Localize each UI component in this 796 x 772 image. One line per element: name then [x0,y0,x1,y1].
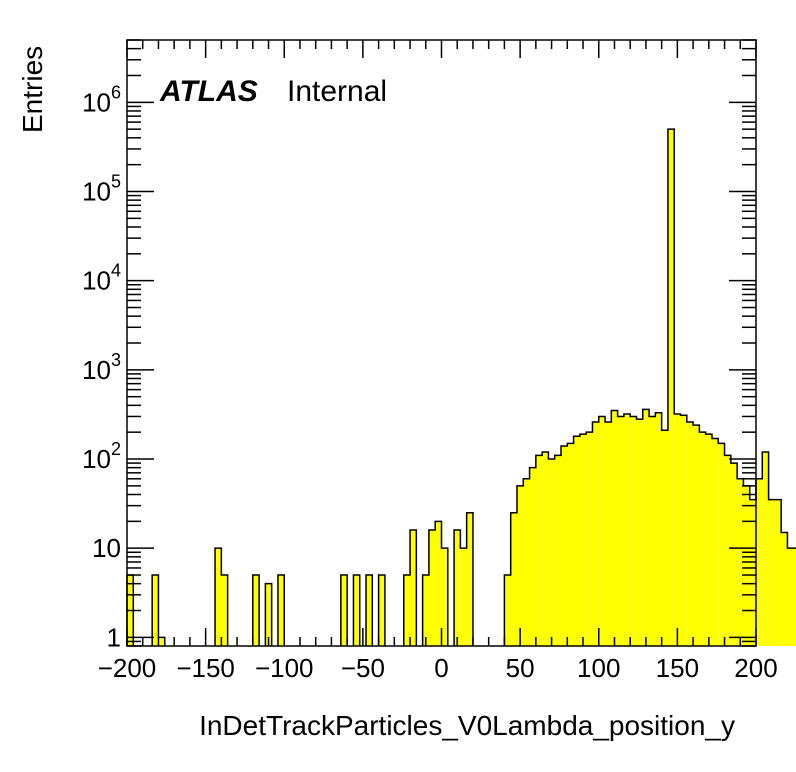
histogram-bin [441,548,448,646]
histogram-bin [699,432,706,646]
histogram-bin [793,548,796,646]
histogram-bin [265,583,272,646]
histogram-bin [623,413,631,646]
histogram-bin [221,575,228,646]
histogram-bin [781,532,788,646]
x-tick-label: −100 [255,653,314,683]
y-tick-label: 102 [82,439,121,474]
histogram-bin [428,529,436,646]
internal-label: Internal [287,75,387,108]
histogram-bin [743,485,750,646]
histogram-bin [454,529,461,646]
histogram-bin [353,575,360,646]
atlas-label: ATLAS [159,75,258,108]
histogram-bin [422,575,429,646]
histogram-bin [674,413,681,646]
histogram-bin [460,548,467,646]
histogram-bin [774,499,782,646]
histogram-bin [158,637,165,646]
histogram-bin [504,575,511,646]
histogram-bin [718,443,725,646]
y-tick-label: 10 [92,533,121,563]
histogram-bin [516,485,524,646]
histogram-bin [655,412,662,646]
histogram-bin [768,499,775,646]
histogram-bin [592,422,599,646]
histogram-bin [435,521,442,646]
histogram-bin [466,512,473,646]
histogram-bin [403,575,411,646]
histogram-bin [548,459,555,646]
histogram-bin [667,129,675,646]
x-tick-label: −150 [176,653,235,683]
axes [126,39,757,647]
x-tick-label: −50 [341,653,385,683]
histogram-bin [215,548,222,646]
histogram-bin [630,416,637,646]
histogram-bin [724,455,731,646]
histogram-bin [737,478,744,646]
y-tick-label: 105 [82,172,121,207]
histogram-bin [756,478,763,646]
x-tick-label: 100 [577,653,620,683]
histogram-bin [705,434,712,646]
histogram-bin [252,575,260,646]
x-tick-label: 200 [734,653,777,683]
y-tick-label: 104 [82,261,121,296]
plot-area [126,128,796,646]
x-tick-label: 50 [506,653,535,683]
histogram-bin [542,451,549,646]
histogram-bin [598,416,606,646]
histogram-bin [529,467,536,646]
histogram-bin [561,445,568,646]
histogram-bin [749,499,756,646]
histogram-bin [605,422,612,646]
histogram-bin [642,409,650,646]
histogram-bin [366,575,373,646]
histogram-bin [711,438,719,646]
y-tick-label: 1 [107,622,121,652]
x-tick-label: 0 [434,653,448,683]
histogram-bin [579,434,587,646]
histogram-bin [762,451,769,646]
histogram-bin [636,419,643,646]
y-tick-label: 106 [82,82,121,117]
histogram-bin [649,416,656,646]
histogram-bin [787,548,794,646]
histogram-bin [378,575,385,646]
histogram-bin [611,410,618,646]
histogram-bin [680,415,687,646]
histogram-bin [661,430,668,646]
histogram-bin [573,436,580,646]
x-axis-title: InDetTrackParticles_V0Lambda_position_y [199,710,735,741]
histogram-bin [535,455,543,646]
histogram-bin [686,422,694,646]
histogram-bin [277,575,285,646]
y-axis-title: Entries [17,46,48,133]
y-tick-label: 103 [82,350,121,385]
histogram-bin [510,512,517,646]
histogram-bin [567,443,574,646]
histogram-bin [693,425,700,646]
x-tick-label: −200 [98,653,157,683]
histogram-bin [340,575,348,646]
histogram-bin [152,575,159,646]
x-tick-label: 150 [656,653,699,683]
histogram-bin [523,478,530,646]
histogram-bin [554,455,562,646]
tick-labels: −200 −150 −100 −50 0 50 100 150 200 1 10 102 103 104 1… [82,82,778,683]
histogram-bin [586,432,593,646]
histogram-bin [410,529,417,646]
histogram-bin [730,463,738,646]
histogram-bin [617,416,624,646]
